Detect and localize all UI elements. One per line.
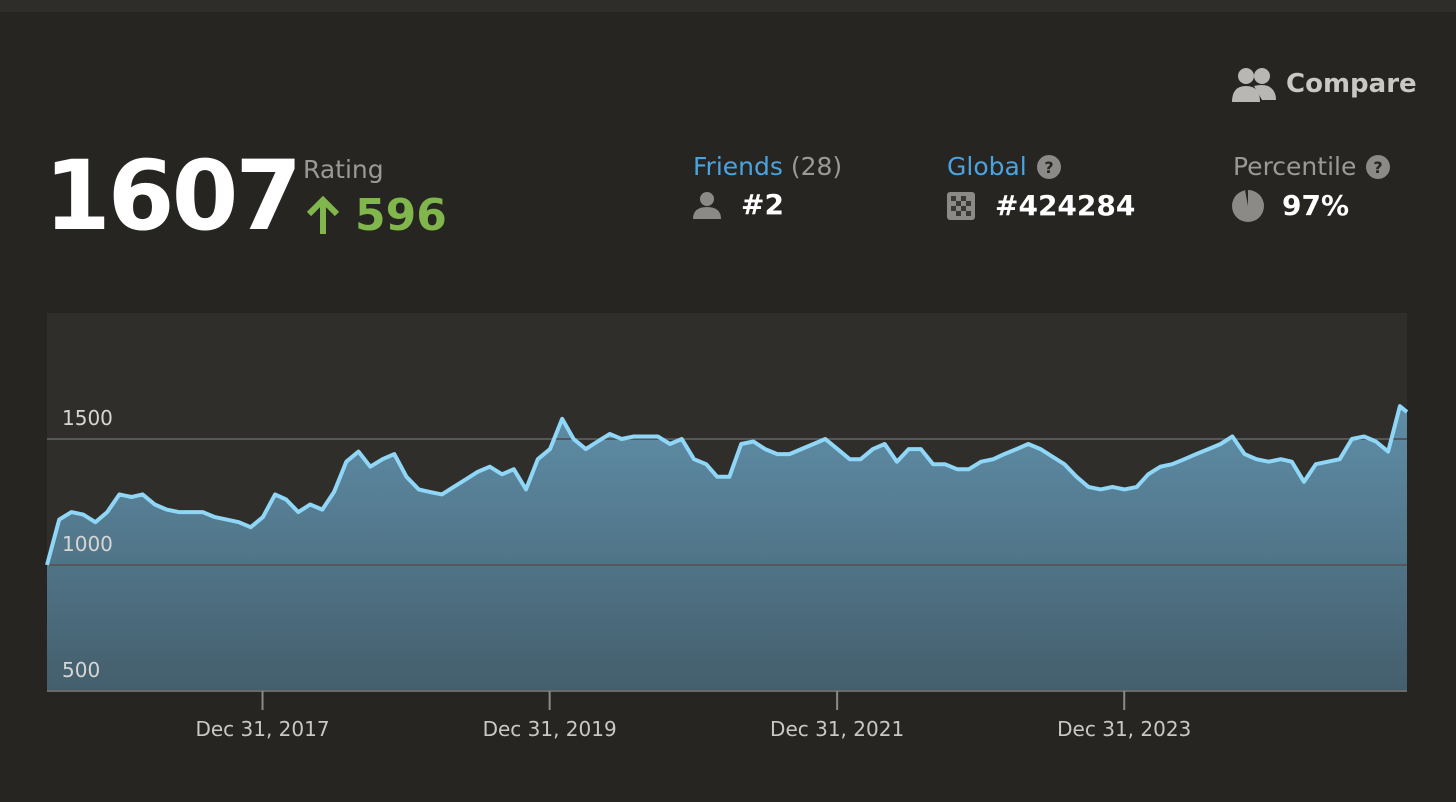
- up-arrow: [306, 195, 340, 234]
- global-label: Global ?: [947, 152, 1061, 181]
- svg-text:?: ?: [1044, 158, 1053, 177]
- top-strip: [0, 0, 1456, 12]
- compare-button[interactable]: Compare: [1232, 66, 1417, 102]
- rating-label: Rating: [303, 155, 384, 184]
- compare-icon: [1232, 68, 1276, 102]
- help-icon[interactable]: ?: [1366, 154, 1391, 179]
- rating-area: [47, 406, 1407, 691]
- person-icon: [693, 191, 721, 219]
- rating-change: 596: [305, 190, 447, 241]
- percentile-text: Percentile: [1233, 152, 1357, 181]
- compare-label: Compare: [1286, 69, 1417, 99]
- percentile-value: 97%: [1282, 189, 1350, 222]
- rating-change-value: 596: [355, 190, 447, 241]
- friends-rank-value: #2: [741, 188, 784, 221]
- x-tick-label: Dec 31, 2017: [195, 717, 329, 741]
- rating-value: 1607: [44, 140, 302, 252]
- friends-count: (28): [790, 152, 843, 181]
- board-icon: [947, 191, 975, 220]
- y-tick-label: 500: [62, 658, 100, 682]
- x-tick-label: Dec 31, 2023: [1057, 717, 1191, 741]
- friends-label: Friends (28): [693, 152, 842, 181]
- svg-text:?: ?: [1374, 158, 1383, 177]
- global-link[interactable]: Global: [947, 152, 1027, 181]
- pie-icon: [1232, 189, 1264, 222]
- friends-rank: #2: [693, 188, 784, 221]
- global-rank: #424284: [947, 189, 1135, 222]
- y-tick-label: 1500: [62, 406, 113, 430]
- rating-line: [45, 404, 1409, 566]
- x-tick-label: Dec 31, 2021: [770, 717, 904, 741]
- percentile-label: Percentile ?: [1233, 152, 1391, 181]
- x-tick-label: Dec 31, 2019: [483, 717, 617, 741]
- percentile-rank: 97%: [1232, 189, 1349, 222]
- global-rank-value: #424284: [995, 189, 1136, 222]
- friends-link[interactable]: Friends: [693, 152, 783, 181]
- help-icon[interactable]: ?: [1036, 154, 1061, 179]
- y-tick-label: 1000: [62, 532, 113, 556]
